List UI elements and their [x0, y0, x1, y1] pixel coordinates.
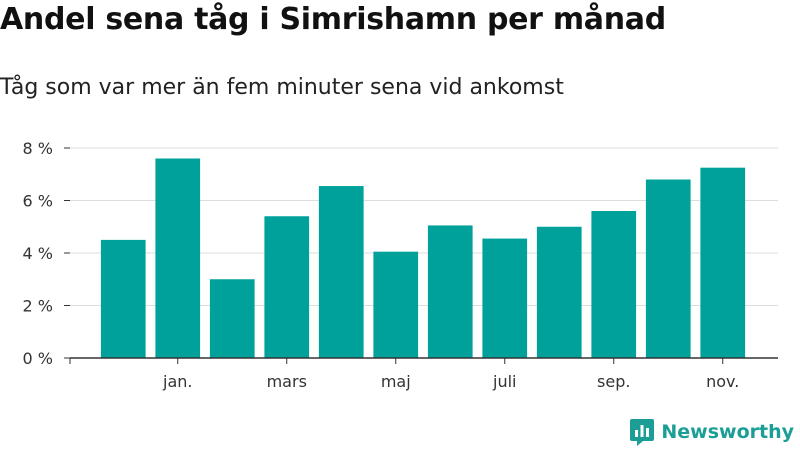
chart-subtitle: Tåg som var mer än fem minuter sena vid … — [0, 75, 564, 100]
bar-4 — [264, 216, 310, 358]
bar-12 — [700, 167, 746, 358]
bar-10 — [591, 211, 637, 358]
bars — [100, 158, 746, 358]
x-tick-label: mars — [267, 372, 307, 391]
axes: 0 % 2 % 4 % 6 % 8 % jan. mars maj juli sep. nov. — [23, 139, 778, 391]
chart-title: Andel sena tåg i Simrishamn per månad — [0, 2, 666, 37]
y-tick-label: 4 % — [23, 244, 53, 263]
bar-3 — [209, 279, 255, 358]
y-tick-label: 6 % — [23, 192, 53, 211]
y-tick-label: 2 % — [23, 297, 53, 316]
x-tick-label: jan. — [162, 372, 192, 391]
bar-11 — [645, 179, 691, 358]
bar-7 — [427, 225, 473, 358]
x-tick-label: maj — [381, 372, 411, 391]
bar-5 — [318, 186, 364, 358]
bar-6 — [373, 251, 419, 358]
brand-logo: Newsworthy — [629, 416, 794, 448]
x-tick-label: nov. — [706, 372, 739, 391]
x-tick-label: juli — [492, 372, 516, 391]
newsworthy-logo-icon — [630, 419, 655, 446]
bar-9 — [536, 226, 582, 358]
y-tick-label: 8 % — [23, 139, 53, 158]
bar-8 — [482, 238, 528, 358]
x-tick-label: sep. — [597, 372, 630, 391]
bar-1 — [100, 239, 146, 358]
brand-name: Newsworthy — [661, 421, 794, 443]
bar-2 — [155, 158, 201, 358]
y-tick-label: 0 % — [23, 349, 53, 368]
